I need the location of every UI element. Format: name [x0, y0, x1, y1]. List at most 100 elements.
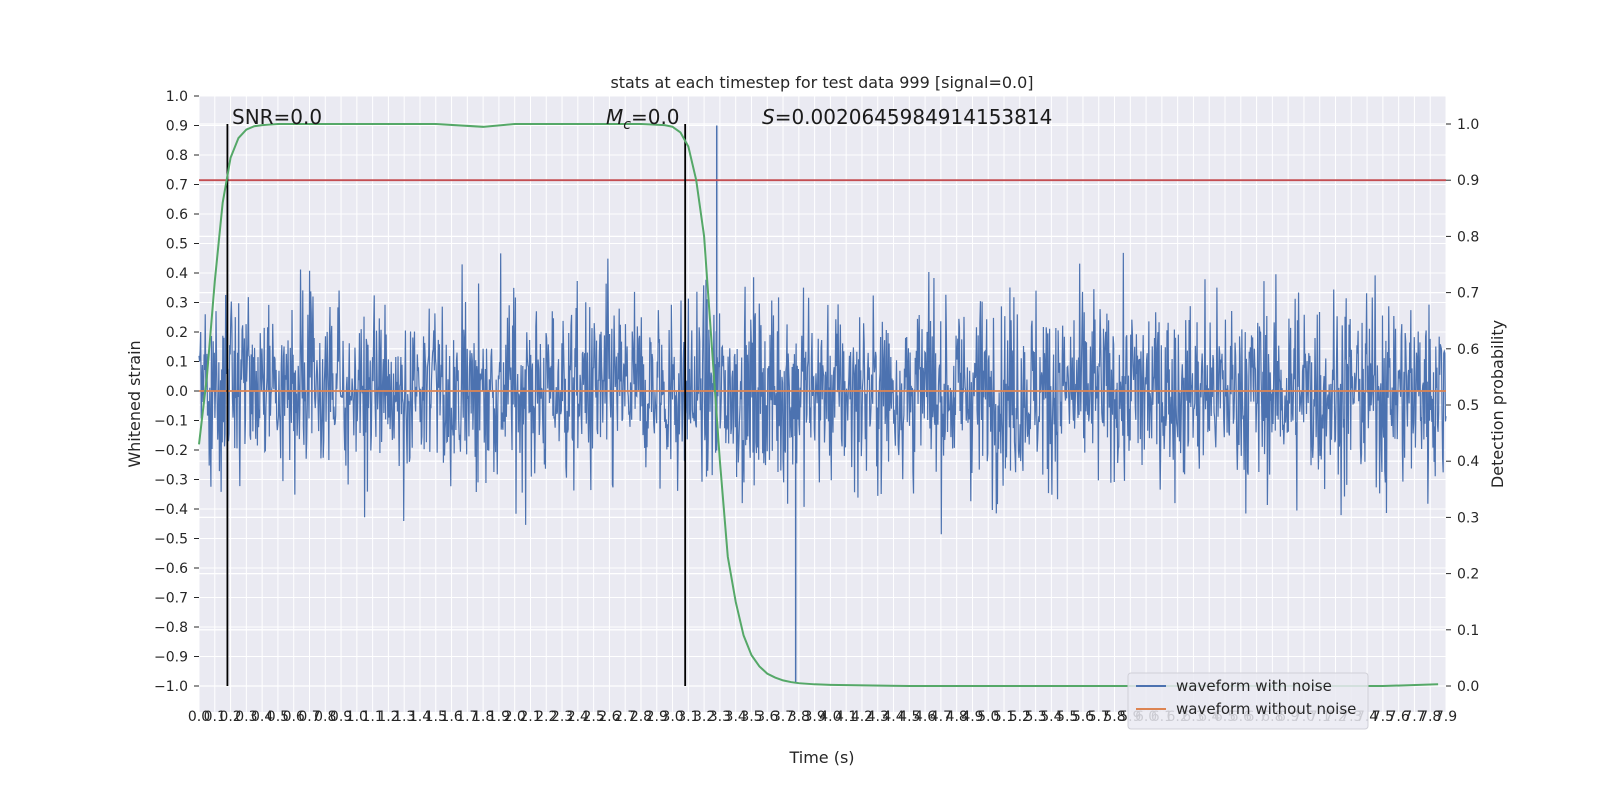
y-left-tick-label: 0.9 [166, 119, 188, 135]
x-tick-label: 0.2 [219, 709, 241, 725]
x-tick-label: 4.1 [835, 709, 857, 725]
x-tick-label: 0.4 [251, 709, 273, 725]
x-tick-label: 4.5 [898, 709, 920, 725]
y-right-tick-label: 1.0 [1457, 117, 1479, 133]
x-tick-label: 4.0 [819, 709, 841, 725]
x-tick-label: 1.5 [425, 709, 447, 725]
y-left-tick-label: −0.4 [154, 502, 188, 518]
x-tick-label: 4.6 [914, 709, 936, 725]
x-tick-label: 0.3 [235, 709, 257, 725]
y-right-tick-label: 0.9 [1457, 173, 1479, 189]
y-left-axis-ticks: −1.0 −0.9 −0.8 −0.7 −0.6 −0.5 −0.4 −0.3 −0.2 −0.1… [154, 89, 199, 695]
y-right-tick-label: 0.7 [1457, 286, 1479, 302]
x-tick-label: 5.3 [1024, 709, 1046, 725]
x-tick-label: 2.9 [646, 709, 668, 725]
legend-label-clean: waveform without noise [1176, 700, 1356, 718]
y-right-tick-label: 0.6 [1457, 342, 1479, 358]
x-tick-label: 3.0 [661, 709, 683, 725]
x-tick-label: 4.4 [882, 709, 904, 725]
x-tick-label: 3.3 [709, 709, 731, 725]
y-left-tick-label: −1.0 [154, 679, 188, 695]
x-tick-label: 2.7 [614, 709, 636, 725]
x-tick-label: 3.8 [788, 709, 810, 725]
snr-annotation: SNR=0.0 [232, 105, 322, 129]
x-tick-label: 5.2 [1009, 709, 1031, 725]
x-tick-label: 0.9 [330, 709, 352, 725]
x-tick-label: 5.6 [1072, 709, 1094, 725]
y-left-axis-label: Whitened strain [125, 340, 144, 467]
y-left-tick-label: −0.5 [154, 532, 188, 548]
y-left-tick-label: −0.6 [154, 561, 188, 577]
x-tick-label: 3.1 [677, 709, 699, 725]
y-right-tick-label: 0.0 [1457, 679, 1479, 695]
x-tick-label: 3.2 [693, 709, 715, 725]
y-left-tick-label: 0.7 [166, 178, 188, 194]
series-waveform-with-noise [198, 125, 1447, 684]
x-tick-label: 1.1 [362, 709, 384, 725]
series-lines [198, 123, 1446, 687]
y-right-tick-label: 0.3 [1457, 510, 1479, 526]
y-right-axis-ticks: 0.0 0.1 0.2 0.3 0.4 0.5 0.6 0.7 0.8 0.9 1.0 [1446, 117, 1479, 695]
y-left-tick-label: 0.2 [166, 325, 188, 341]
legend-label-noise: waveform with noise [1176, 677, 1332, 695]
x-tick-label: 4.2 [851, 709, 873, 725]
x-tick-label: 1.7 [456, 709, 478, 725]
x-tick-label: 4.7 [930, 709, 952, 725]
y-left-tick-label: −0.1 [154, 414, 188, 430]
x-tick-label: 7.5 [1372, 709, 1394, 725]
y-right-tick-label: 0.2 [1457, 567, 1479, 583]
x-tick-label: 0.7 [298, 709, 320, 725]
x-tick-label: 1.8 [472, 709, 494, 725]
y-left-tick-label: 0.0 [166, 384, 188, 400]
x-tick-label: 2.2 [535, 709, 557, 725]
x-tick-label: 3.4 [725, 709, 747, 725]
x-tick-label: 2.4 [567, 709, 589, 725]
x-tick-label: 2.5 [582, 709, 604, 725]
legend: waveform with noise waveform without noi… [1127, 672, 1369, 730]
y-left-tick-label: −0.9 [154, 650, 188, 666]
x-tick-label: 3.5 [740, 709, 762, 725]
y-right-tick-label: 0.5 [1457, 398, 1479, 414]
y-right-tick-label: 0.8 [1457, 229, 1479, 245]
x-tick-label: 4.3 [867, 709, 889, 725]
y-left-tick-label: 0.5 [166, 237, 188, 253]
x-tick-label: 5.7 [1088, 709, 1110, 725]
y-right-tick-label: 0.1 [1457, 623, 1479, 639]
y-left-tick-label: −0.8 [154, 620, 188, 636]
s-annotation: S=0.0020645984914153814 [762, 105, 1052, 129]
x-tick-label: 0.1 [204, 709, 226, 725]
x-tick-label: 3.6 [756, 709, 778, 725]
y-right-tick-label: 0.4 [1457, 454, 1479, 470]
y-left-tick-label: −0.2 [154, 443, 188, 459]
x-tick-label: 2.8 [630, 709, 652, 725]
y-left-tick-label: −0.3 [154, 473, 188, 489]
y-left-tick-label: 0.4 [166, 266, 188, 282]
x-tick-label: 1.6 [440, 709, 462, 725]
x-tick-label: 3.9 [803, 709, 825, 725]
y-left-tick-label: 0.1 [166, 355, 188, 371]
x-tick-label: 2.0 [504, 709, 526, 725]
x-tick-label: 5.1 [993, 709, 1015, 725]
y-left-tick-label: 1.0 [166, 89, 188, 105]
x-tick-label: 2.1 [519, 709, 541, 725]
x-tick-label: 4.8 [946, 709, 968, 725]
x-tick-label: 3.7 [772, 709, 794, 725]
x-tick-label: 0.6 [283, 709, 305, 725]
x-tick-label: 5.4 [1040, 709, 1062, 725]
x-tick-label: 2.6 [598, 709, 620, 725]
x-tick-label: 1.0 [346, 709, 368, 725]
chart-title: stats at each timestep for test data 999… [610, 73, 1033, 92]
x-tick-label: 5.8 [1103, 709, 1125, 725]
y-left-tick-label: −0.7 [154, 591, 188, 607]
x-tick-label: 7.9 [1435, 709, 1457, 725]
x-tick-label: 1.9 [488, 709, 510, 725]
y-right-axis-label: Detection probability [1488, 320, 1507, 488]
y-left-tick-label: 0.8 [166, 148, 188, 164]
x-tick-label: 0.5 [267, 709, 289, 725]
y-left-tick-label: 0.3 [166, 296, 188, 312]
x-tick-label: 7.7 [1403, 709, 1425, 725]
legend-box [1127, 672, 1369, 730]
x-tick-label: 4.9 [961, 709, 983, 725]
x-tick-label: 1.2 [377, 709, 399, 725]
